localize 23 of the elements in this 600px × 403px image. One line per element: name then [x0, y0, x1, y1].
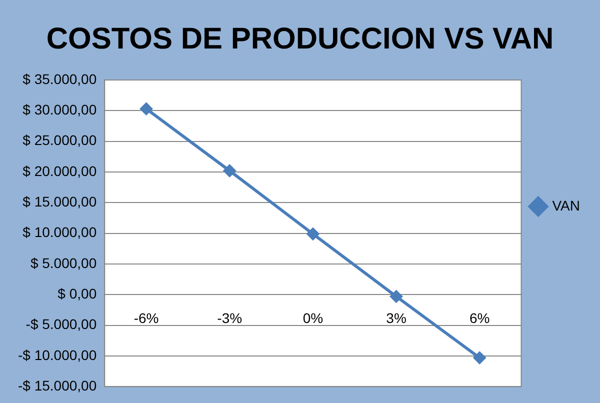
x-tick-label: 6%	[469, 310, 490, 326]
x-tick-label: -6%	[134, 310, 159, 326]
legend-label: VAN	[552, 197, 580, 214]
y-tick-label: -$ 10.000,00	[18, 346, 97, 363]
x-tick-label: 3%	[386, 310, 406, 326]
y-tick-label: $ 25.000,00	[22, 132, 97, 148]
point	[306, 227, 320, 240]
y-tick-label: $ 0,00	[58, 285, 97, 302]
y-tick-label: -$ 15.000,00	[18, 377, 97, 394]
point	[223, 164, 236, 178]
point	[140, 102, 153, 116]
point	[473, 351, 486, 364]
x-tick-label: -3%	[217, 310, 242, 326]
chart-title: COSTOS DE PRODUCCION VS VAN	[46, 22, 554, 56]
y-tick-label: $ 5.000,00	[30, 254, 97, 271]
y-tick-label: -$ 5.000,00	[26, 316, 97, 332]
y-tick-label: $ 20.000,00	[22, 162, 97, 179]
y-tick-label: $ 15.000,00	[22, 194, 97, 210]
y-tick-label: $ 30.000,00	[22, 102, 97, 118]
point	[390, 290, 403, 303]
y-tick-label: $ 10.000,00	[22, 224, 97, 240]
y-tick-label: $ 35.000,00	[22, 70, 97, 87]
x-tick-label: 0%	[302, 310, 324, 326]
